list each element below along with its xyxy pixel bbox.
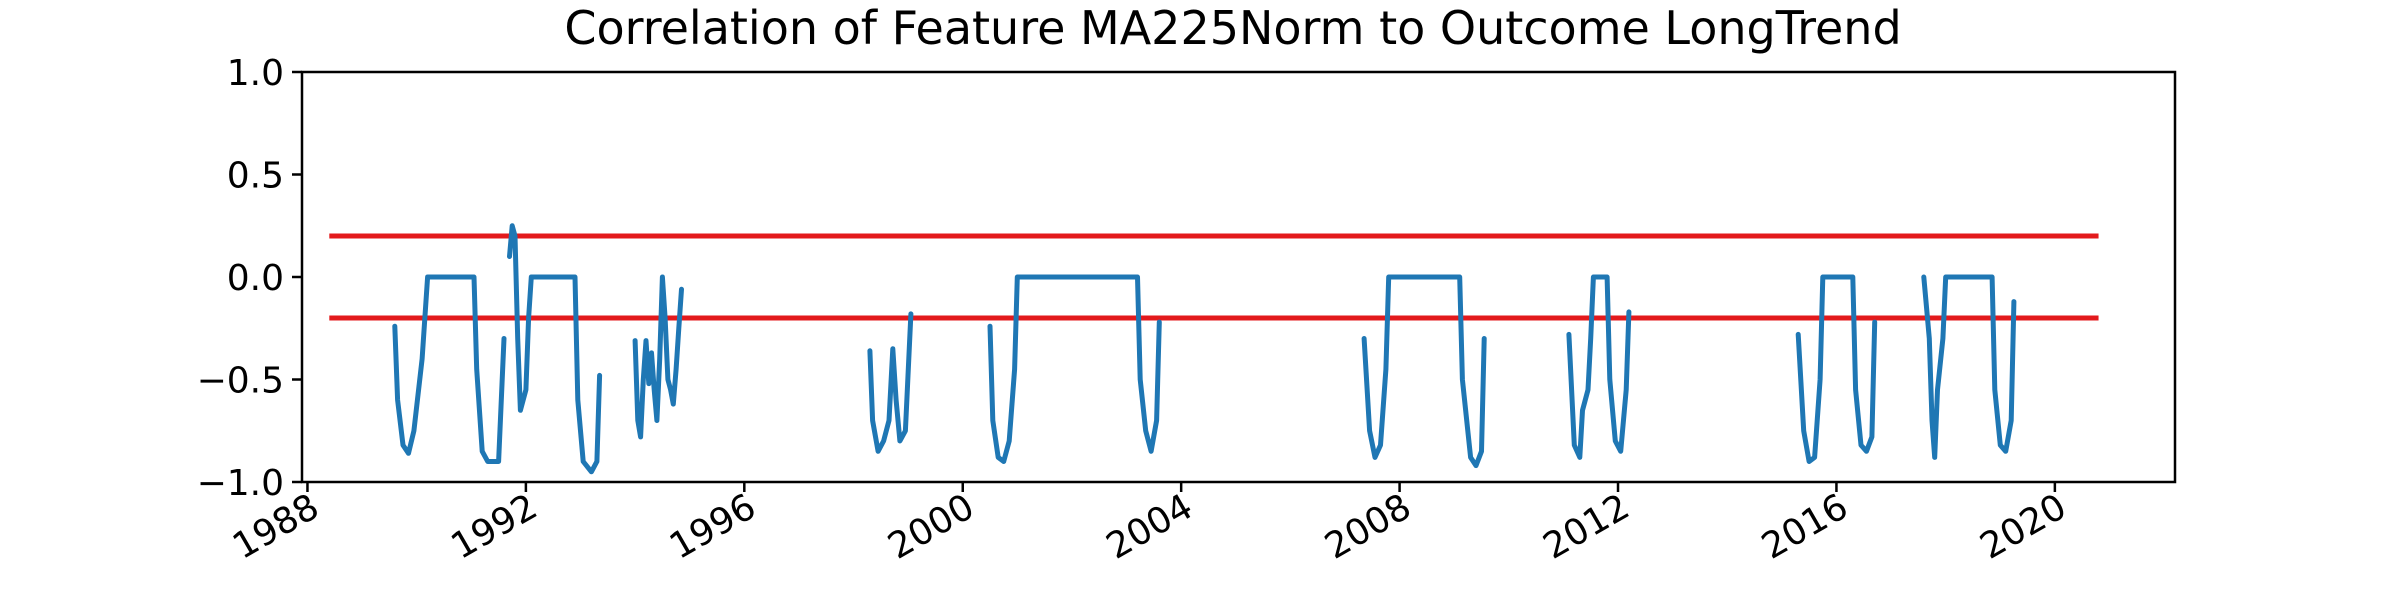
series-segment: [1921, 274, 2017, 460]
x-tick-label: 2012: [1537, 486, 1637, 567]
x-tick-label: 2004: [1100, 486, 1200, 567]
plot-frame: [300, 70, 2177, 484]
series-segment: [632, 274, 684, 440]
x-tick-label: 1992: [445, 486, 545, 567]
series-segment: [867, 311, 914, 454]
y-tick-label: −1.0: [197, 463, 284, 504]
y-tick-label: 0.0: [227, 258, 284, 299]
series-segment: [507, 223, 603, 475]
x-tick-label: 1996: [663, 486, 763, 567]
series-segment: [1795, 274, 1878, 464]
y-tick-label: −0.5: [197, 361, 284, 402]
chart-title: Correlation of Feature MA225Norm to Outc…: [564, 1, 1901, 55]
x-tick-label: 2008: [1318, 486, 1418, 567]
series-segment: [987, 274, 1162, 464]
y-tick-label: 0.5: [227, 156, 284, 197]
series-segment: [1361, 274, 1487, 469]
x-tick-label: 2020: [1974, 486, 2074, 567]
x-tick-label: 2016: [1755, 486, 1855, 567]
x-tick-label: 2000: [881, 486, 981, 567]
series-segment: [392, 274, 507, 464]
series-segment: [1566, 274, 1632, 460]
plot-lines: [329, 223, 2099, 475]
y-tick-label: 1.0: [227, 53, 284, 94]
